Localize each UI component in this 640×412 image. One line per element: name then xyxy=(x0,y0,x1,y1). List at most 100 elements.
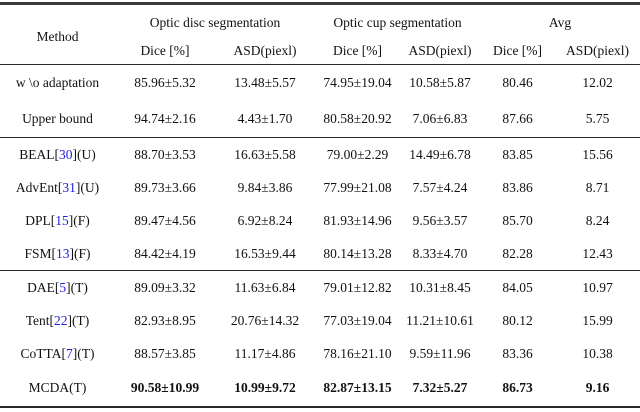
cell-cup-dice: 77.03±19.04 xyxy=(323,312,392,328)
method-cell: DPL[15](F) xyxy=(0,204,115,237)
table-row-beal: BEAL[30](U) 88.70±3.53 16.63±5.58 79.00±… xyxy=(0,138,640,172)
table-row-wo-adaptation: w \o adaptation 85.96±5.32 13.48±5.57 74… xyxy=(0,65,640,102)
cell-cup-dice: 74.95±19.04 xyxy=(323,75,392,90)
method-suffix: ](U) xyxy=(72,146,96,162)
table-row-fsm: FSM[13](F) 84.42±4.19 16.53±9.44 80.14±1… xyxy=(0,237,640,271)
cell-avg-dice: 85.70 xyxy=(502,212,533,228)
method-cell: BEAL[30](U) xyxy=(0,138,115,172)
method-name: FSM[ xyxy=(24,245,56,261)
citation-link[interactable]: 13 xyxy=(56,245,70,261)
citation-link[interactable]: 7 xyxy=(65,345,73,361)
method-name: DAE[ xyxy=(27,279,60,295)
table-row-dpl: DPL[15](F) 89.47±4.56 6.92±8.24 81.93±14… xyxy=(0,204,640,237)
table-row-mcda: MCDA(T) 90.58±10.99 10.99±9.72 82.87±13.… xyxy=(0,370,640,407)
cell-cup-asd: 7.06±6.83 xyxy=(412,111,468,126)
cell-avg-dice: 83.86 xyxy=(502,179,533,195)
method-suffix: ](F) xyxy=(69,245,91,261)
cell-avg-dice: 83.36 xyxy=(502,345,533,361)
cell-disc-asd: 16.53±9.44 xyxy=(234,245,296,261)
cell-avg-asd: 12.02 xyxy=(582,75,613,90)
cell-cup-asd: 9.56±3.57 xyxy=(412,212,468,228)
header-cup-dice: Dice [%] xyxy=(332,42,383,58)
table-row-cotta: CoTTA[7](T) 88.57±3.85 11.17±4.86 78.16±… xyxy=(0,337,640,370)
method-suffix: ](F) xyxy=(68,212,90,228)
cell-disc-dice: 89.47±4.56 xyxy=(134,212,196,228)
cell-avg-asd: 8.71 xyxy=(585,179,610,195)
header-optic-cup-segmentation: Optic cup segmentation xyxy=(333,15,462,30)
method-cell: AdvEnt[31](U) xyxy=(0,171,115,204)
cell-cup-dice: 77.99±21.08 xyxy=(323,179,392,195)
cell-avg-dice: 80.12 xyxy=(502,312,533,328)
header-sub-row: Dice [%] ASD(piexl) Dice [%] ASD(piexl) … xyxy=(0,37,640,65)
cell-cup-asd: 7.57±4.24 xyxy=(412,179,468,195)
header-optic-disc-segmentation: Optic disc segmentation xyxy=(149,15,281,30)
cell-cup-dice: 81.93±14.96 xyxy=(323,212,392,228)
method-name: MCDA(T) xyxy=(28,380,87,395)
cell-avg-dice: 80.46 xyxy=(502,75,533,90)
cell-avg-asd: 15.99 xyxy=(582,312,613,328)
header-avg-dice: Dice [%] xyxy=(492,42,543,58)
header-avg: Avg xyxy=(548,15,572,30)
cell-disc-asd: 20.76±14.32 xyxy=(230,312,300,328)
header-disc-dice: Dice [%] xyxy=(140,42,190,58)
method-name: DPL[ xyxy=(25,212,56,228)
header-disc-asd: ASD(piexl) xyxy=(233,42,297,58)
cell-disc-dice: 84.42±4.19 xyxy=(134,245,196,261)
cell-disc-dice: 82.93±8.95 xyxy=(134,312,196,328)
citation-link[interactable]: 31 xyxy=(62,179,76,195)
header-group-row: Method Optic disc segmentation Optic cup… xyxy=(0,4,640,44)
method-cell: w \o adaptation xyxy=(0,65,115,102)
method-name: Upper bound xyxy=(22,111,93,126)
cell-avg-dice: 84.05 xyxy=(502,279,533,295)
cell-avg-asd: 9.16 xyxy=(585,380,610,395)
citation-link[interactable]: 5 xyxy=(59,279,67,295)
table-row-tent: Tent[22](T) 82.93±8.95 20.76±14.32 77.03… xyxy=(0,304,640,337)
method-cell: Upper bound xyxy=(0,101,115,138)
method-name: AdvEnt[ xyxy=(15,179,63,195)
citation-link[interactable]: 15 xyxy=(55,212,69,228)
method-cell: MCDA(T) xyxy=(0,370,115,407)
method-suffix: ](T) xyxy=(72,345,95,361)
cell-cup-asd: 8.33±4.70 xyxy=(412,245,468,261)
cell-cup-asd: 14.49±6.78 xyxy=(409,146,471,162)
citation-link[interactable]: 22 xyxy=(54,312,68,328)
cell-avg-asd: 12.43 xyxy=(582,245,613,261)
cell-avg-asd: 10.97 xyxy=(582,279,613,295)
cell-cup-asd: 7.32±5.27 xyxy=(412,380,468,395)
method-suffix: ](T) xyxy=(66,279,88,295)
header-cup-asd: ASD(piexl) xyxy=(408,42,472,58)
method-name: w \o adaptation xyxy=(15,75,100,90)
header-method: Method xyxy=(36,28,79,44)
cell-cup-asd: 11.21±10.61 xyxy=(406,312,474,328)
cell-cup-dice: 80.58±20.92 xyxy=(323,111,392,126)
method-cell: FSM[13](F) xyxy=(0,237,115,271)
method-cell: CoTTA[7](T) xyxy=(0,337,115,370)
cell-avg-dice: 87.66 xyxy=(502,111,533,126)
cell-avg-asd: 15.56 xyxy=(582,146,613,162)
cell-disc-asd: 13.48±5.57 xyxy=(234,75,296,90)
method-cell: Tent[22](T) xyxy=(0,304,115,337)
cell-disc-dice: 88.57±3.85 xyxy=(134,345,196,361)
cell-avg-dice: 82.28 xyxy=(502,245,533,261)
citation-link[interactable]: 30 xyxy=(59,146,73,162)
table-row-advent: AdvEnt[31](U) 89.73±3.66 9.84±3.86 77.99… xyxy=(0,171,640,204)
cell-disc-asd: 10.99±9.72 xyxy=(234,380,296,395)
method-suffix: ](T) xyxy=(67,312,90,328)
cell-disc-dice: 88.70±3.53 xyxy=(134,146,196,162)
cell-cup-dice: 82.87±13.15 xyxy=(323,380,392,395)
cell-avg-dice: 83.85 xyxy=(502,146,533,162)
cell-avg-asd: 10.38 xyxy=(582,345,613,361)
method-name: CoTTA[ xyxy=(20,345,66,361)
cell-avg-dice: 86.73 xyxy=(502,380,533,395)
cell-disc-dice: 89.09±3.32 xyxy=(134,279,196,295)
cell-cup-dice: 79.01±12.82 xyxy=(323,279,392,295)
cell-cup-asd: 10.58±5.87 xyxy=(409,75,471,90)
cell-disc-dice: 89.73±3.66 xyxy=(134,179,196,195)
cell-disc-asd: 9.84±3.86 xyxy=(237,179,293,195)
method-cell: DAE[5](T) xyxy=(0,271,115,305)
cell-cup-dice: 79.00±2.29 xyxy=(326,146,389,162)
method-name: Tent[ xyxy=(25,312,55,328)
table-row-upper-bound: Upper bound 94.74±2.16 4.43±1.70 80.58±2… xyxy=(0,101,640,138)
table-header: Method Optic disc segmentation Optic cup… xyxy=(0,4,640,65)
